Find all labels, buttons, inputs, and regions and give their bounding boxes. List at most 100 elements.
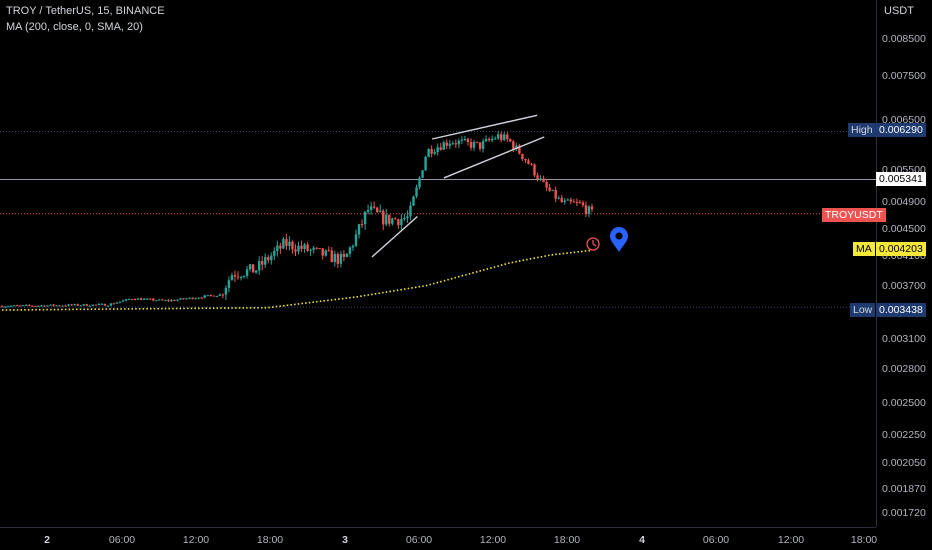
ma-tag-label: MA xyxy=(853,242,875,256)
candle-body xyxy=(221,294,225,296)
symbol-price-tag: TROYUSDT xyxy=(822,208,886,222)
candle-body xyxy=(251,264,255,273)
candle-body xyxy=(563,200,566,203)
candle-body xyxy=(315,247,318,249)
candle-body xyxy=(121,300,125,302)
date-tick-label: 2 xyxy=(44,534,50,546)
time-tick-label: 18:00 xyxy=(256,534,284,546)
candle-body xyxy=(43,305,46,307)
candle-body xyxy=(233,275,237,277)
time-tick-label: 12:00 xyxy=(777,534,805,546)
candle-body xyxy=(327,250,330,252)
trendline-drawings[interactable] xyxy=(371,114,545,258)
chart-icons[interactable] xyxy=(586,227,628,252)
candle-body xyxy=(291,241,294,250)
symbol-legend[interactable]: TROY / TetherUS, 15, BINANCE xyxy=(6,5,165,17)
low-tag-value: 0.003438 xyxy=(876,303,926,317)
trendline-1 xyxy=(371,215,418,258)
candle-body xyxy=(427,148,430,157)
price-tick-label: 0.002250 xyxy=(882,429,926,441)
candle-body xyxy=(149,298,152,300)
crosshair-price-tag: 0.005341 xyxy=(876,172,926,186)
candle-body xyxy=(254,270,258,273)
candle-body xyxy=(88,305,91,307)
candle-body xyxy=(333,253,337,263)
candle-body xyxy=(569,199,573,202)
candle-body xyxy=(218,294,222,296)
time-tick-label: 06:00 xyxy=(108,534,136,546)
price-tick-label: 0.008500 xyxy=(882,33,926,45)
candle-body xyxy=(173,300,176,302)
price-tick-label: 0.004500 xyxy=(882,223,926,235)
candle-body xyxy=(264,257,267,265)
candle-body xyxy=(548,187,551,191)
candle-body xyxy=(478,142,482,149)
price-tick-label: 0.004900 xyxy=(882,196,926,208)
candle-body xyxy=(388,214,391,224)
candle-body xyxy=(200,297,203,299)
alarm-clock-icon[interactable] xyxy=(586,237,600,251)
candle-body xyxy=(267,257,270,261)
location-pin-icon[interactable] xyxy=(610,227,628,252)
time-tick-label: 06:00 xyxy=(405,534,433,546)
candle-body xyxy=(445,142,448,146)
indicator-legend[interactable]: MA (200, close, 0, SMA, 20) xyxy=(6,21,143,33)
candle-body xyxy=(161,299,164,301)
candle-body xyxy=(439,147,442,150)
candle-body xyxy=(261,261,264,265)
currency-unit[interactable]: USDT xyxy=(884,5,914,17)
candle-body xyxy=(321,248,324,256)
candle-body xyxy=(152,298,155,301)
candle-body xyxy=(463,138,467,140)
candle-body xyxy=(336,253,340,264)
candle-body xyxy=(354,234,358,246)
candle-body xyxy=(448,143,451,146)
candle-body xyxy=(512,141,515,150)
candle-body xyxy=(73,304,76,306)
candle-body xyxy=(109,303,113,306)
candle-body xyxy=(91,304,94,306)
candle-body xyxy=(224,287,228,295)
candle-body xyxy=(451,143,455,145)
candle-body xyxy=(409,205,412,217)
candle-body xyxy=(115,302,119,304)
candle-body xyxy=(176,299,179,301)
candle-body xyxy=(212,295,215,297)
candle-body xyxy=(545,181,548,188)
candle-body xyxy=(282,239,285,249)
candle-body xyxy=(397,219,400,226)
candle-body xyxy=(112,303,116,305)
moving-average-path xyxy=(1,249,593,311)
candle-body xyxy=(575,202,579,204)
candle-body xyxy=(391,218,394,224)
candle-body xyxy=(382,210,385,225)
candle-body xyxy=(457,140,461,145)
candle-body xyxy=(560,197,563,203)
candle-body xyxy=(257,261,261,271)
candle-body xyxy=(372,206,376,208)
candle-body xyxy=(379,210,382,213)
price-tick-label: 0.002800 xyxy=(882,363,926,375)
candle-body xyxy=(436,147,439,153)
candle-body xyxy=(527,160,530,164)
candle-body xyxy=(21,305,25,307)
candle-body xyxy=(146,298,149,300)
candle-body xyxy=(46,305,49,307)
candle-body xyxy=(348,247,352,254)
candle-body xyxy=(106,305,110,307)
price-tick-label: 0.002500 xyxy=(882,397,926,409)
candle-body xyxy=(472,141,476,148)
candle-body xyxy=(209,295,212,297)
time-tick-label: 06:00 xyxy=(702,534,730,546)
price-tick-label: 0.003100 xyxy=(882,333,926,345)
candle-body xyxy=(530,163,533,165)
candle-body xyxy=(276,245,279,251)
candle-body xyxy=(454,143,458,145)
candle-body xyxy=(194,298,197,300)
candle-body xyxy=(0,306,4,308)
candle-body xyxy=(406,216,409,219)
candle-body xyxy=(312,247,315,250)
candle-body xyxy=(524,159,527,161)
candle-body xyxy=(133,299,137,301)
